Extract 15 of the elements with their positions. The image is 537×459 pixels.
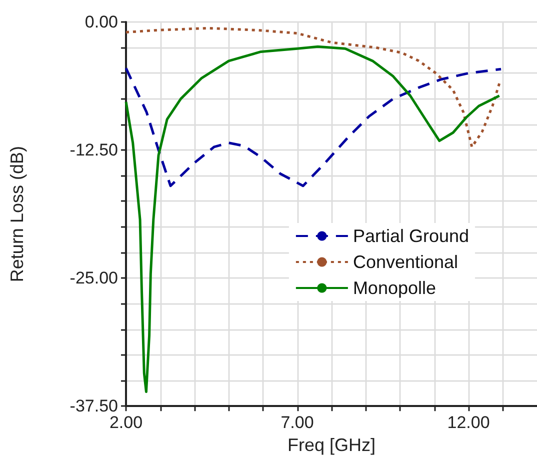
legend-label: Monopolle [352, 278, 436, 298]
x-tick-label: 12.00 [447, 413, 490, 432]
x-tick-label: 7.00 [280, 413, 314, 432]
y-tick-label: -12.50 [70, 140, 118, 160]
x-tick-label: 2.00 [109, 413, 143, 432]
y-tick-label: -25.00 [70, 268, 118, 288]
legend-label: Conventional [352, 252, 458, 272]
y-axis-title: Return Loss (dB) [7, 146, 27, 282]
line-series [124, 66, 502, 188]
x-axis-title: Freq [GHz] [287, 435, 376, 455]
line-series [124, 45, 501, 394]
line-series [124, 26, 501, 148]
y-tick-label: -37.50 [70, 396, 118, 416]
legend-label: Partial Ground [352, 226, 470, 246]
y-tick-label: 0.00 [84, 12, 118, 32]
